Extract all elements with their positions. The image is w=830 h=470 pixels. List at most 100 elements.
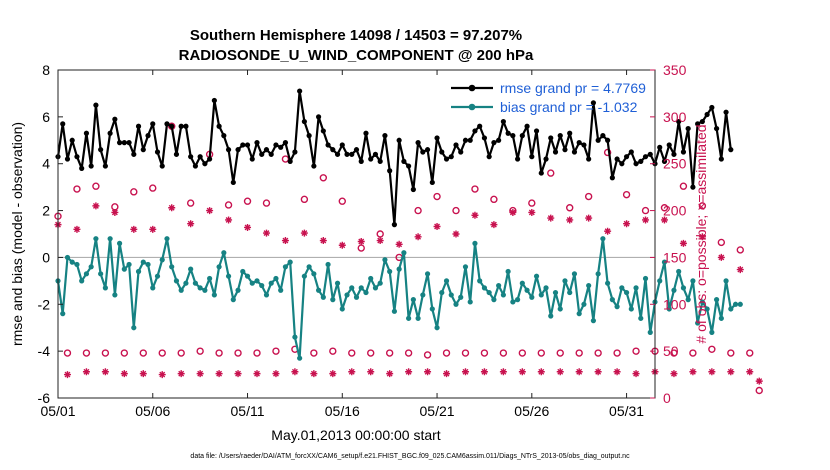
obs-possible-marker [584, 192, 593, 201]
rmse-point [173, 151, 180, 157]
bias-point [135, 268, 142, 275]
legend-bias-label: bias grand pr = -1.032 [500, 99, 638, 115]
obs-assimilated-marker [528, 208, 536, 216]
obs-possible-marker [528, 199, 536, 207]
bias-point [197, 285, 203, 291]
bias-point [98, 271, 104, 277]
rmse-point [680, 149, 687, 155]
bias-point [263, 292, 270, 298]
rmse-point [358, 158, 364, 164]
rmse-point [192, 163, 199, 169]
bias-point [642, 275, 649, 282]
bias-point [192, 280, 199, 286]
rmse-point [557, 133, 563, 139]
rmse-point [164, 121, 170, 127]
bias-point [614, 304, 620, 310]
rmse-point [154, 149, 161, 155]
bias-point [713, 297, 720, 303]
obs-assimilated-marker [547, 214, 555, 222]
obs-possible-marker [329, 347, 337, 355]
obs-assimilated-marker [424, 368, 432, 376]
rmse-point [292, 149, 298, 155]
obs-possible-marker [262, 199, 271, 207]
bias-point [562, 278, 568, 284]
rmse-point [429, 179, 435, 186]
bias-point [349, 285, 355, 291]
obs-assimilated-marker [755, 377, 763, 385]
obs-possible-marker [566, 204, 574, 212]
bias-point [311, 271, 317, 277]
rmse-point [401, 158, 407, 164]
bias-point [728, 306, 734, 312]
bias-point [443, 278, 450, 284]
obs-assimilated-marker [262, 229, 270, 237]
rmse-point [458, 149, 464, 155]
rmse-point [685, 125, 691, 132]
rmse-point [505, 130, 511, 136]
obs-assimilated-marker [215, 370, 223, 378]
bias-point [254, 278, 260, 284]
bias-point [183, 280, 189, 286]
rmse-point [230, 179, 236, 186]
obs-assimilated-marker [187, 220, 195, 228]
rmse-point [500, 118, 506, 125]
rmse-point [254, 140, 260, 146]
obs-assimilated-marker [405, 368, 413, 376]
rmse-point [349, 151, 355, 157]
rmse-point [278, 144, 284, 150]
rmse-point [306, 133, 312, 139]
obs-assimilated-marker [613, 368, 621, 376]
rmse-point [477, 123, 483, 129]
rmse-point [396, 137, 402, 143]
bias-point [486, 289, 492, 296]
obs-possible-marker [357, 244, 365, 252]
rmse-point [420, 149, 426, 155]
obs-possible-marker [423, 351, 432, 359]
obs-assimilated-marker [537, 368, 545, 376]
y-tick-label-left: 2 [42, 203, 50, 219]
chart-title-line1: Southern Hemisphere 14098 / 14503 = 97.2… [190, 27, 522, 44]
obs-assimilated-marker [234, 370, 242, 378]
rmse-point [699, 118, 705, 125]
obs-possible-marker [63, 349, 72, 357]
rmse-point [543, 156, 549, 162]
rmse-point [486, 154, 492, 160]
chart-title-line2: RADIOSONDE_U_WIND_COMPONENT @ 200 hPa [179, 47, 534, 64]
rmse-point [121, 140, 127, 146]
obs-assimilated-marker [300, 229, 308, 237]
obs-possible-marker [73, 185, 81, 193]
obs-assimilated-marker [660, 216, 668, 224]
rmse-point [628, 149, 634, 155]
obs-possible-marker [215, 349, 223, 357]
obs-assimilated-marker [120, 370, 128, 378]
x-tick-label: 05/26 [514, 403, 549, 419]
obs-assimilated-marker [253, 370, 261, 378]
rmse-point [169, 123, 175, 129]
rmse-point [183, 123, 189, 129]
obs-assimilated-marker [708, 368, 716, 376]
bias-point [207, 275, 213, 282]
bias-point [60, 311, 66, 317]
rmse-point [372, 151, 379, 157]
rmse-point [216, 123, 222, 129]
rmse-point [467, 137, 473, 143]
obs-possible-marker [670, 349, 678, 357]
rmse-point [623, 154, 630, 160]
series-lines [55, 88, 743, 361]
bias-point [680, 285, 687, 291]
bias-point [401, 250, 407, 256]
rmse-point [657, 144, 663, 150]
obs-possible-marker [234, 349, 242, 357]
obs-assimilated-marker [101, 368, 109, 376]
obs-assimilated-marker [82, 368, 90, 376]
footer-data-file: data file: /Users/raeder/DAI/ATM_forcXX/… [190, 453, 630, 460]
rmse-point [282, 140, 289, 146]
bias-point [410, 297, 416, 303]
bias-point [420, 292, 426, 298]
bias-point [519, 280, 525, 286]
bias-point [590, 318, 597, 324]
legend-bias-marker [468, 103, 476, 111]
bias-point [458, 294, 464, 300]
rmse-point [211, 97, 217, 104]
bias-point [567, 289, 573, 296]
